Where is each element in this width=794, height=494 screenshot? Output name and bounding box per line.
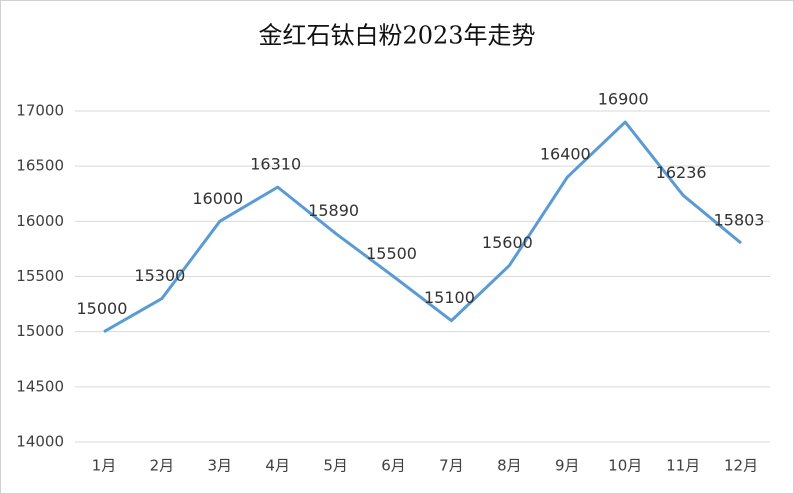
x-tick-label: 8月 [497, 457, 522, 475]
data-label: 15000 [77, 299, 128, 318]
y-tick-label: 15500 [16, 267, 64, 285]
x-tick-label: 12月 [724, 457, 758, 475]
x-tick-label: 3月 [208, 457, 233, 475]
x-tick-label: 10月 [608, 457, 642, 475]
data-label: 15890 [308, 201, 359, 220]
y-tick-label: 14000 [16, 433, 64, 451]
data-label: 16236 [656, 163, 707, 182]
data-label: 15803 [714, 211, 765, 230]
x-tick-label: 1月 [92, 457, 117, 475]
chart-title: 金红石钛白粉2023年走势 [258, 22, 535, 50]
y-tick-label: 16500 [16, 157, 64, 175]
data-label: 16310 [250, 155, 301, 174]
data-label: 15600 [482, 233, 533, 252]
data-label: 16900 [598, 90, 649, 109]
data-label: 15300 [134, 266, 185, 285]
x-tick-label: 4月 [265, 457, 290, 475]
y-tick-label: 17000 [16, 102, 64, 120]
data-label: 15100 [424, 288, 475, 307]
x-tick-label: 9月 [555, 457, 580, 475]
data-label: 15500 [366, 244, 417, 263]
x-tick-label: 5月 [323, 457, 348, 475]
data-label: 16000 [192, 189, 243, 208]
y-tick-label: 15000 [16, 322, 64, 340]
data-label: 16400 [540, 145, 591, 164]
x-tick-label: 6月 [381, 457, 406, 475]
line-series [103, 120, 742, 333]
x-tick-label: 2月 [150, 457, 175, 475]
y-tick-label: 16000 [16, 212, 64, 230]
y-tick-label: 14500 [16, 377, 64, 395]
x-tick-label: 7月 [439, 457, 464, 475]
x-tick-label: 11月 [666, 457, 700, 475]
